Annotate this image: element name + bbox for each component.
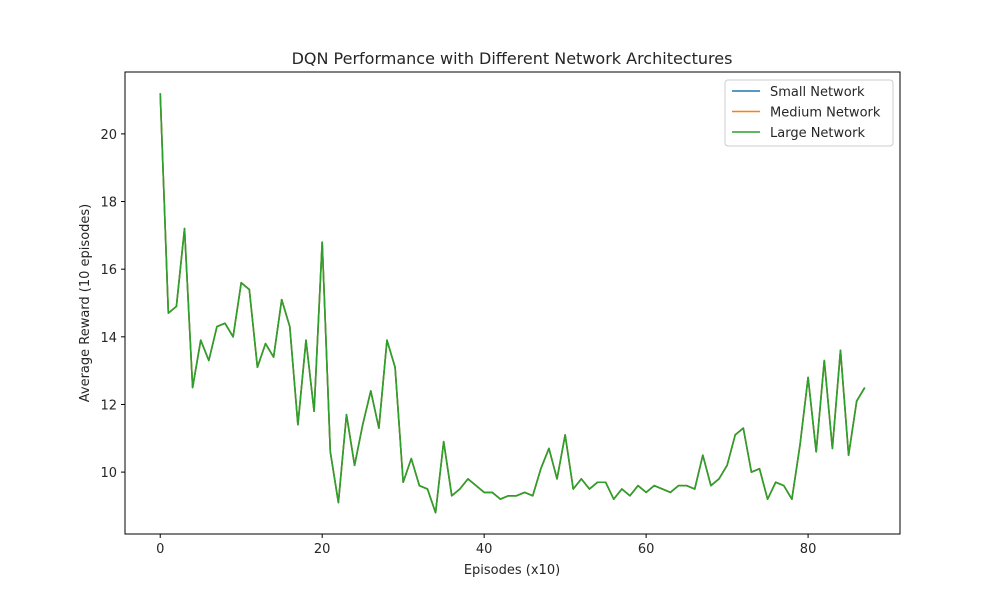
y-axis: 10 12 14 16 18 20 (100, 128, 125, 481)
series-lines (159, 93, 866, 514)
series-line-0 (159, 93, 866, 514)
series-line-2 (159, 93, 866, 514)
x-axis-label: Episodes (x10) (464, 563, 560, 578)
x-tick-label: 0 (156, 542, 164, 557)
y-tick-label: 10 (100, 466, 117, 481)
x-tick-label: 80 (800, 542, 817, 557)
y-tick-label: 16 (100, 263, 117, 278)
legend-label: Small Network (770, 85, 865, 100)
legend: Small Network Medium Network Large Network (724, 79, 894, 147)
legend-label: Medium Network (770, 106, 881, 121)
y-tick-label: 12 (100, 398, 117, 413)
x-tick-label: 40 (476, 542, 493, 557)
y-tick-label: 20 (100, 128, 117, 143)
legend-label: Large Network (770, 126, 865, 141)
x-tick-label: 60 (638, 542, 655, 557)
x-tick-label: 20 (314, 542, 331, 557)
y-tick-label: 14 (100, 331, 117, 346)
y-tick-label: 18 (100, 196, 117, 211)
legend-frame (724, 79, 894, 147)
y-axis-label: Average Reward (10 episodes) (78, 204, 93, 403)
chart-title: DQN Performance with Different Network A… (292, 49, 733, 68)
x-axis: 0 20 40 60 80 (156, 534, 816, 557)
plot-area-frame (124, 71, 901, 535)
series-line-1 (159, 93, 866, 514)
